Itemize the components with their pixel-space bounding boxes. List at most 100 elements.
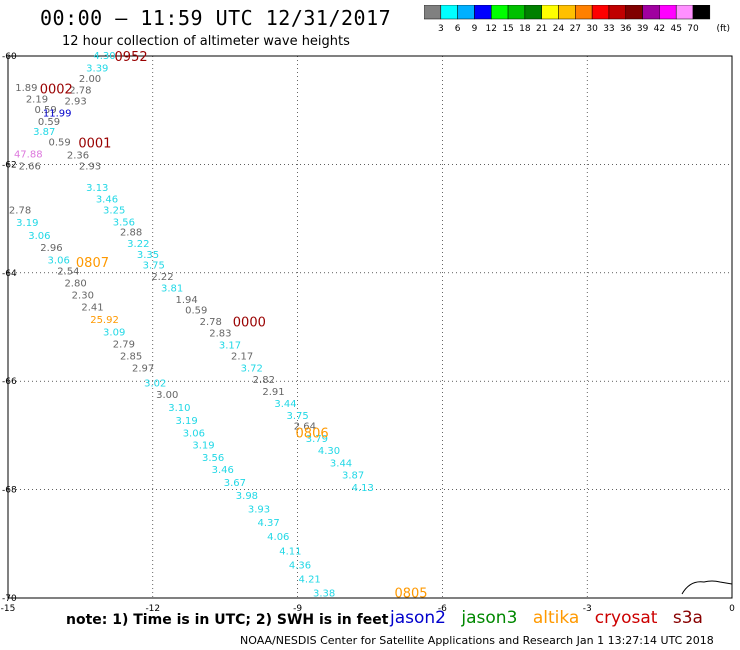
- legend-jason2: jason2: [390, 608, 446, 628]
- color-tick-label: 18: [519, 24, 531, 33]
- wave-height-label: 4.30: [318, 446, 340, 457]
- color-swatch: [558, 5, 576, 20]
- wave-height-label: 3.19: [192, 441, 214, 452]
- color-tick-label: 9: [472, 24, 478, 33]
- color-tick-label: 21: [536, 24, 547, 33]
- color-swatch: [474, 5, 492, 20]
- color-swatch: [675, 5, 694, 20]
- wave-height-label: 2.00: [79, 74, 101, 85]
- legend-altika: altika: [532, 608, 580, 628]
- color-swatch: [491, 5, 509, 20]
- wave-height-label: 2.93: [64, 96, 86, 107]
- wave-height-label: 3.81: [161, 283, 183, 294]
- latitude-tick-label: -62: [2, 160, 17, 170]
- color-swatch: [692, 5, 711, 20]
- wave-height-label: 3.02: [144, 378, 166, 389]
- color-tick-label: 6: [455, 24, 461, 33]
- wave-height-label: 2.96: [40, 243, 62, 254]
- wave-height-label: 2.85: [120, 352, 142, 363]
- map-frame: [7, 55, 733, 599]
- wave-height-label: 4.13: [352, 483, 374, 494]
- satellite-legend: jason2 jason3 altika cryosat s3a: [390, 608, 713, 628]
- wave-height-label: 3.98: [236, 491, 258, 502]
- wave-height-label: 4.21: [299, 574, 321, 585]
- wave-height-label: 1.89: [15, 83, 37, 94]
- color-swatch: [659, 5, 677, 20]
- wave-height-label: 4.11: [279, 546, 301, 557]
- wave-height-label: 2.22: [151, 272, 173, 283]
- longitude-tick-label: -6: [438, 604, 447, 614]
- longitude-tick-label: -3: [583, 604, 592, 614]
- wave-height-label: 3.00: [156, 390, 178, 401]
- color-swatch: [591, 5, 610, 20]
- time-label: 0001: [78, 137, 111, 152]
- wave-height-label: 3.17: [219, 340, 241, 351]
- time-label: 0805: [394, 587, 427, 602]
- wave-height-label: 3.38: [313, 589, 335, 600]
- wave-height-label: 3.13: [86, 183, 108, 194]
- wave-height-map: -15 -12 -9 -6 -3 0-60-62-64-66-68-704.303.392…: [1, 50, 735, 614]
- time-label: 0807: [76, 256, 109, 271]
- color-unit-label: (ft): [716, 24, 730, 33]
- color-swatch: [575, 5, 593, 20]
- wave-height-label: 25.92: [90, 315, 119, 326]
- wave-height-label: 3.06: [183, 429, 205, 440]
- legend-s3a: s3a: [672, 608, 703, 628]
- wave-height-label: 3.06: [28, 231, 50, 242]
- wave-height-label: 3.56: [113, 217, 135, 228]
- color-scale-bar: 3 6 9 12 15 18 21 24 27 30 33 36 39 42 45 70 (ft): [424, 5, 730, 33]
- color-tick-label: 27: [570, 24, 581, 33]
- color-tick-label: 30: [586, 24, 598, 33]
- wave-height-label: 3.19: [16, 218, 38, 229]
- time-label: 0002: [40, 83, 73, 98]
- wave-height-label: 2.83: [209, 328, 231, 339]
- wave-height-label: 3.44: [330, 459, 352, 470]
- wave-height-label: 2.93: [79, 161, 101, 172]
- wave-height-label: 3.09: [103, 327, 125, 338]
- wave-height-label: 0.59: [185, 306, 207, 317]
- color-swatch: [625, 5, 643, 20]
- wave-height-label: 3.25: [103, 205, 125, 216]
- longitude-tick-label: 0: [729, 604, 735, 614]
- latitude-tick-label: -66: [2, 377, 17, 387]
- wave-height-label: 4.30: [93, 51, 115, 62]
- color-swatch: [524, 5, 542, 20]
- wave-height-label: 3.75: [286, 411, 308, 422]
- coastline: [681, 580, 733, 595]
- color-swatch: [507, 5, 526, 20]
- wave-height-label: 3.46: [212, 465, 234, 476]
- wave-height-label: 2.82: [253, 375, 275, 386]
- wave-height-label: 3.44: [274, 399, 296, 410]
- wave-height-label: 4.36: [289, 560, 311, 571]
- time-label: 0000: [233, 316, 266, 331]
- wave-height-label: 2.97: [132, 364, 154, 375]
- wave-height-label: 47.88: [14, 150, 43, 161]
- wave-height-label: 3.10: [168, 403, 190, 414]
- wave-height-label: 2.88: [120, 228, 142, 239]
- color-swatch: [642, 5, 660, 20]
- wave-height-label: 11.99: [43, 108, 72, 119]
- wave-height-label: 2.78: [69, 86, 91, 97]
- wave-height-label: 3.87: [33, 127, 55, 138]
- latitude-tick-label: -70: [2, 594, 17, 604]
- wave-height-label: 2.41: [81, 302, 103, 313]
- wave-height-label: 3.87: [342, 470, 364, 481]
- wave-height-label: 4.06: [267, 532, 289, 543]
- wave-height-label: 2.36: [67, 151, 89, 162]
- wave-height-label: 2.78: [9, 205, 31, 216]
- wave-height-label: 3.72: [241, 364, 263, 375]
- wave-height-label: 1.94: [175, 295, 197, 306]
- wave-height-label: 3.06: [48, 255, 70, 266]
- color-tick-label: 3: [438, 24, 444, 33]
- color-swatch: [424, 5, 442, 20]
- latitude-tick-label: -64: [2, 269, 17, 279]
- wave-height-label: 3.22: [127, 239, 149, 250]
- color-tick-label: 42: [654, 24, 665, 33]
- wave-height-label: 0.59: [35, 105, 57, 116]
- color-tick-label: 12: [486, 24, 497, 33]
- wave-height-label: 2.30: [72, 290, 94, 301]
- wave-height-label: 3.67: [224, 478, 246, 489]
- wave-height-label: 3.75: [143, 261, 165, 272]
- wave-height-label: 0.59: [49, 138, 71, 149]
- wave-height-label: 3.56: [202, 453, 224, 464]
